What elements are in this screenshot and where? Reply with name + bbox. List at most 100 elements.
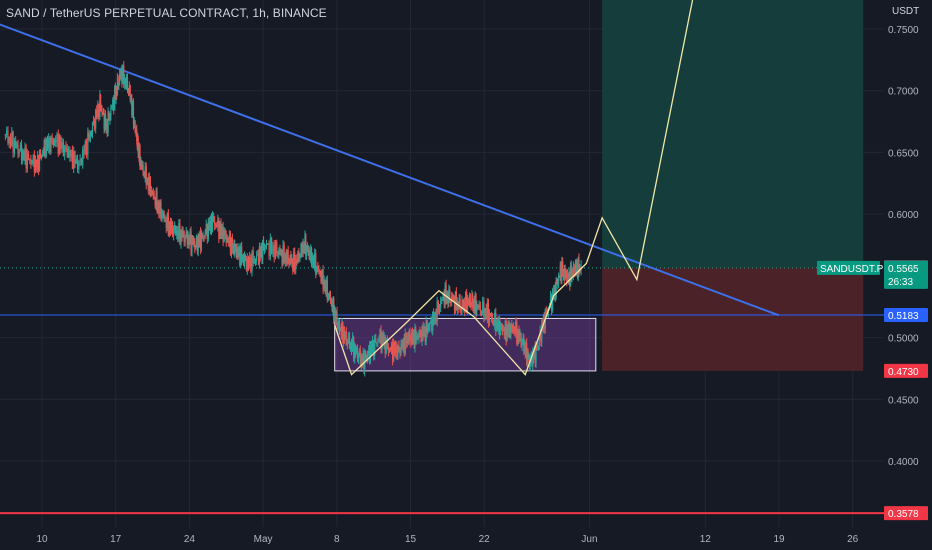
candle-body	[171, 221, 174, 236]
candle-body	[333, 309, 336, 321]
candle-body	[500, 325, 503, 327]
candle-body	[113, 100, 115, 111]
candle-body	[485, 307, 487, 319]
candle-body	[258, 253, 260, 265]
candle-body	[29, 159, 31, 161]
candle-body	[24, 147, 26, 161]
candle-body	[400, 343, 402, 354]
candle-body	[529, 359, 531, 367]
candle-body	[280, 251, 282, 254]
candle-body	[116, 78, 119, 96]
candle-body	[153, 195, 155, 199]
last-price-badge[interactable]	[884, 260, 928, 289]
candle-body	[356, 349, 359, 360]
candle-body	[236, 248, 238, 257]
candle-body	[402, 338, 404, 348]
candle-body	[403, 338, 405, 354]
candle-body	[277, 253, 279, 255]
candle-body	[71, 149, 74, 169]
position-profit-zone[interactable]	[602, 0, 864, 268]
candle-body	[185, 231, 187, 239]
candle-body	[122, 65, 124, 83]
candle-body	[20, 144, 23, 161]
candle-body	[154, 198, 156, 206]
candle-body	[461, 300, 463, 311]
candle-body	[463, 301, 465, 309]
symbol-tag[interactable]	[817, 260, 880, 275]
candle-body	[426, 320, 428, 333]
candle-body	[561, 261, 563, 281]
candle-body	[285, 253, 287, 264]
candle-body	[474, 294, 476, 312]
candle-body	[404, 333, 406, 354]
candle-body	[398, 345, 400, 348]
candle-body	[242, 256, 245, 264]
candle-body	[496, 321, 498, 332]
time-axis-tick-label: 22	[479, 534, 491, 545]
candle-body	[448, 289, 450, 304]
candle-body	[253, 259, 255, 264]
candle-body	[206, 223, 208, 239]
candle-body	[289, 255, 291, 263]
position-loss-zone[interactable]	[602, 267, 864, 371]
candle-body	[296, 258, 298, 263]
candle-body	[472, 300, 475, 309]
candle-body	[115, 87, 117, 100]
candle-body	[295, 258, 297, 270]
candle-body	[571, 270, 573, 278]
time-axis-tick-label: 8	[334, 534, 340, 545]
candle-body	[545, 309, 547, 314]
descending-trendline[interactable]	[0, 17, 780, 317]
candle-body	[515, 321, 517, 334]
candle-body	[487, 302, 490, 323]
candle-body	[406, 335, 408, 344]
candle-body	[486, 302, 488, 319]
candle-body	[110, 109, 112, 117]
candle-body	[538, 339, 540, 346]
candle-body	[26, 154, 28, 169]
candle-body	[364, 353, 367, 359]
candle-body	[498, 318, 500, 331]
candle-body	[211, 215, 214, 232]
candle-body	[419, 331, 421, 333]
candle-body	[194, 240, 196, 249]
candle-body	[438, 307, 441, 312]
candle-body	[74, 151, 76, 164]
candle-body	[125, 77, 128, 88]
candle-body	[416, 336, 418, 341]
candle-body	[558, 276, 560, 285]
candle-body	[207, 221, 209, 239]
candle-body	[383, 337, 385, 346]
candle-body	[420, 332, 422, 342]
candle-body	[136, 129, 138, 142]
candle-body	[145, 166, 147, 185]
price-label-badge[interactable]	[884, 363, 928, 378]
candle-body	[205, 223, 207, 234]
candle-body	[455, 291, 457, 311]
candle-body	[141, 164, 143, 166]
price-label-badge[interactable]	[884, 506, 928, 521]
candle-body	[173, 229, 175, 236]
candle-body	[435, 312, 437, 322]
candle-body	[528, 357, 530, 360]
candle-body	[224, 229, 226, 236]
candle-body	[191, 237, 193, 252]
candle-body	[393, 341, 395, 361]
price-axis-tick-label: 0.5000	[888, 334, 919, 345]
candle-body	[374, 338, 376, 356]
consolidation-range-box[interactable]	[334, 317, 597, 372]
candle-body	[376, 342, 378, 344]
candle-body	[229, 234, 232, 255]
candle-body	[91, 123, 94, 134]
zigzag-projection-path[interactable]	[334, 0, 694, 376]
candle-body	[380, 329, 382, 350]
time-axis-tick-label: 17	[110, 534, 122, 545]
candle-body	[580, 264, 582, 271]
candle-body	[405, 333, 407, 344]
candle-body	[37, 155, 39, 170]
price-label-badge[interactable]	[884, 307, 928, 322]
candle-body	[239, 246, 241, 266]
candle-body	[382, 333, 384, 346]
